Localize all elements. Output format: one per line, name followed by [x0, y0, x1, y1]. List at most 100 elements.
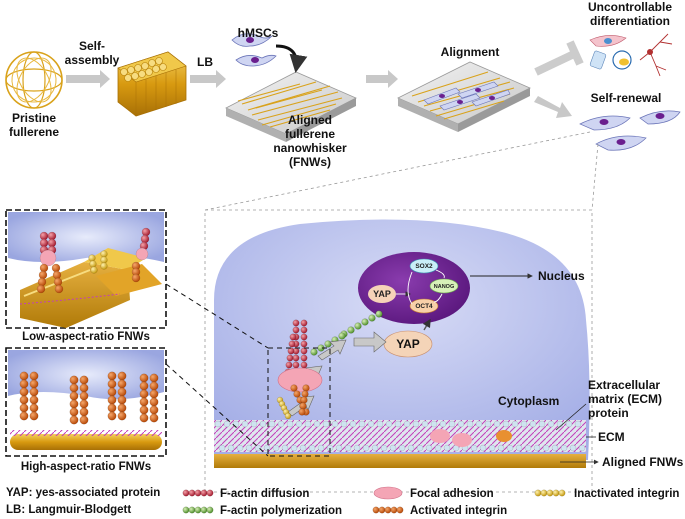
nucleus	[358, 252, 470, 324]
activated-integrin-bead	[79, 375, 89, 385]
ecm-bead	[290, 444, 298, 452]
arrow-alignment	[366, 70, 398, 88]
yap-nucleus-label: YAP	[373, 289, 391, 299]
activated-integrin-bead	[139, 373, 149, 383]
legend-activated-integrin: Activated integrin	[410, 505, 507, 517]
ecm-bead	[268, 420, 276, 428]
ecm-bead	[385, 420, 393, 428]
legend-f-actin-polymerization-swatch	[182, 506, 190, 514]
ecm-bead	[502, 420, 510, 428]
activated-integrin-bead	[117, 371, 127, 381]
actin-polymerization-bead	[324, 340, 332, 348]
actin-diffusion-bead	[288, 340, 296, 348]
ecm-bead	[470, 444, 478, 452]
legend-f-actin-polymerization-swatch	[206, 506, 214, 514]
actin-polymerization-bead	[347, 326, 355, 334]
hmsc-cells-top	[231, 33, 277, 67]
activated-integrin-bead	[69, 391, 79, 401]
actin-diffusion-bead	[300, 326, 308, 334]
activated-integrin-bead	[117, 403, 127, 413]
ecm-bead	[313, 420, 321, 428]
ecm-bead	[344, 444, 352, 452]
activated-integrin-bead	[69, 415, 79, 425]
ecm-bead	[358, 420, 366, 428]
ecm-bead	[457, 420, 465, 428]
ecm-bead	[227, 444, 235, 452]
ecm-bead	[547, 420, 555, 428]
actin-diffusion-bead	[300, 340, 308, 348]
ecm-bead	[506, 444, 514, 452]
ecm-bead	[515, 444, 523, 452]
activated-integrin-bead	[149, 389, 159, 399]
activated-integrin-bead	[117, 379, 127, 389]
activated-integrin-bead	[19, 395, 29, 405]
actin-diffusion-bead	[292, 354, 300, 362]
lb-definition: LB: Langmuir-Blodgett	[6, 504, 131, 516]
ecm-bead	[497, 444, 505, 452]
ecm-bead	[574, 420, 582, 428]
fullerene-ball	[5, 51, 63, 109]
alignment-label: Alignment	[441, 45, 500, 59]
legend-inactivated-integrin-swatch	[558, 489, 566, 497]
activated-integrin-bead	[300, 396, 308, 404]
legend-activated-integrin-swatch	[372, 506, 380, 514]
legend-focal-adhesion: Focal adhesion	[410, 488, 494, 500]
legend-f-actin-polymerization-swatch	[188, 506, 196, 514]
ecm-bead	[308, 444, 316, 452]
ecm-bead	[295, 420, 303, 428]
activated-integrin-bead	[299, 402, 307, 410]
self-assembly-label-2: assembly	[65, 53, 120, 67]
inactivated-integrin-bead	[89, 260, 97, 268]
ecm-bead	[218, 444, 226, 452]
ecm-bead	[542, 444, 550, 452]
legend-activated-integrin-swatch	[384, 506, 392, 514]
activated-integrin-bead	[19, 379, 29, 389]
legend-inactivated-integrin-swatch	[534, 489, 542, 497]
ecm-bead	[277, 420, 285, 428]
ecm-bead	[430, 420, 438, 428]
ecm-bead	[223, 420, 231, 428]
aligned-fnw-label-2: fullerene	[285, 127, 335, 141]
ecm-bead	[425, 444, 433, 452]
alignment-plate	[397, 61, 531, 132]
activated-integrin-bead	[107, 411, 117, 421]
ecm-bead	[371, 444, 379, 452]
focal-adhesion-inset	[39, 249, 57, 267]
integrins-main	[276, 384, 310, 420]
legend-f-actin-polymerization-swatch	[200, 506, 208, 514]
legend-f-actin-diffusion-swatch	[200, 489, 208, 497]
aligned-fnw-substrate	[214, 454, 586, 468]
ecm-bead	[299, 444, 307, 452]
actin-diffusion-bead	[300, 361, 308, 369]
ecm-bead	[286, 420, 294, 428]
ecm-bead	[394, 420, 402, 428]
lb-label: LB	[197, 55, 213, 69]
activated-integrin-bead	[79, 407, 89, 417]
ecm-protein-label-2: matrix (ECM)	[588, 392, 662, 406]
ecm-bead	[484, 420, 492, 428]
ecm-bead	[520, 420, 528, 428]
ecm-bead	[493, 420, 501, 428]
arrow-self-renewal	[534, 96, 572, 118]
legend-activated-integrin-swatch	[396, 506, 404, 514]
focal-adhesion-inset	[135, 247, 149, 261]
legend-inactivated-integrin-swatch	[546, 489, 554, 497]
uncontrollable-label-2: differentiation	[590, 14, 670, 28]
nanog-label: NANOG	[434, 284, 454, 290]
ecm-bead	[475, 420, 483, 428]
inactivated-integrin-bead	[100, 262, 108, 270]
focal-zoom-box	[165, 283, 331, 457]
actin-diffusion-bead	[292, 326, 300, 334]
ecm-bead	[241, 420, 249, 428]
ecm-protein-label-1: Extracellular	[588, 378, 660, 392]
inactivated-integrin-bead	[100, 250, 108, 258]
activated-integrin-bead	[107, 371, 117, 381]
legend-inactivated-integrin: Inactivated integrin	[574, 488, 679, 500]
arrow-self-assembly	[66, 70, 110, 88]
activated-integrin-bead	[39, 263, 49, 273]
ecm-bead	[479, 444, 487, 452]
activated-integrin-bead	[149, 413, 159, 423]
actin-diffusion-bead	[292, 361, 300, 369]
ecm-bead	[259, 420, 267, 428]
